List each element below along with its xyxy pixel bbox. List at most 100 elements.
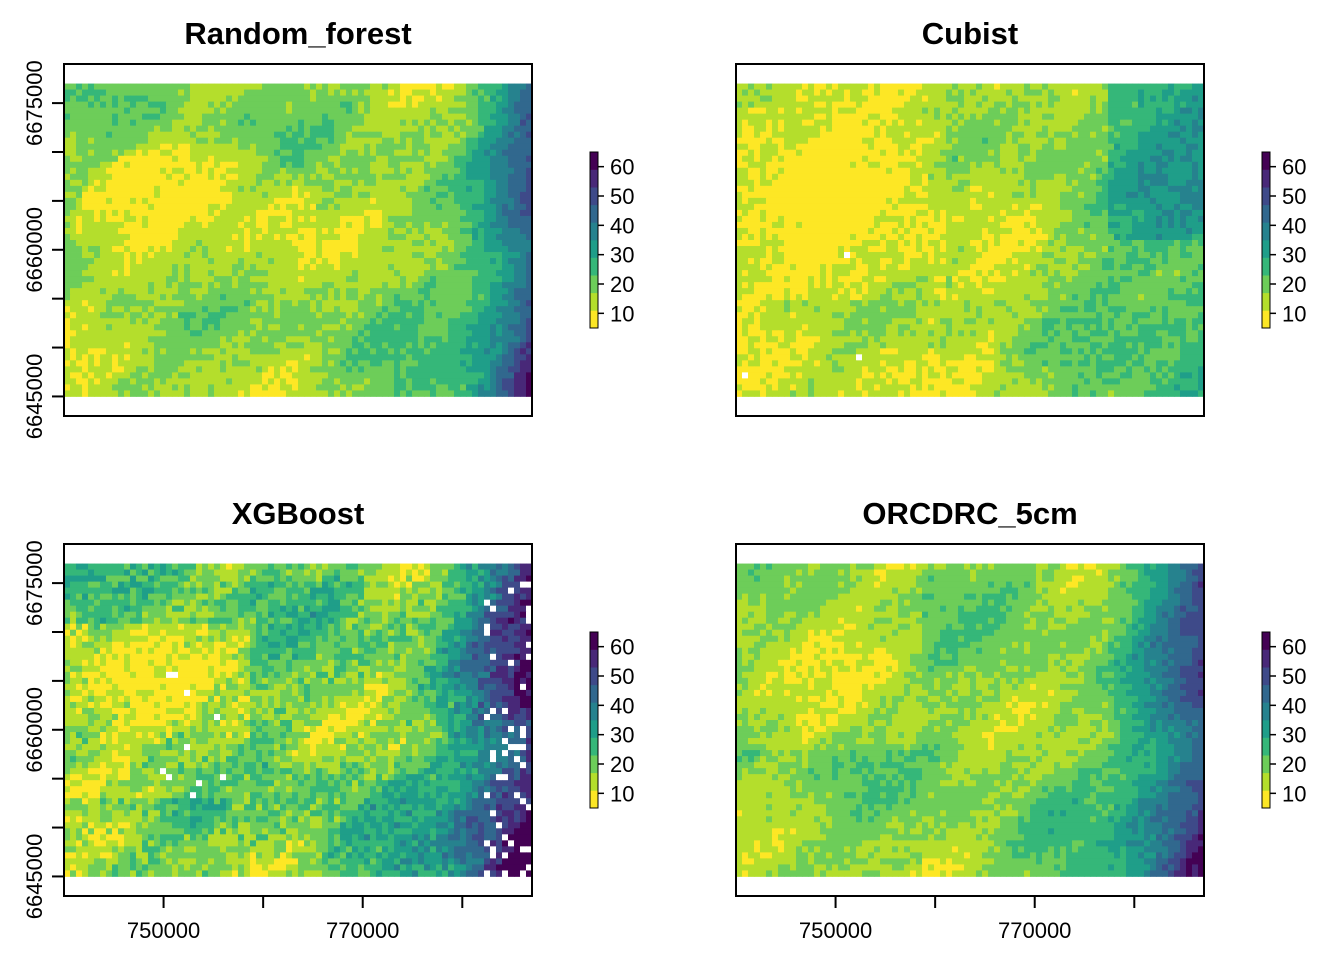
- raster-cell: [454, 83, 461, 90]
- raster-cell: [190, 240, 197, 247]
- raster-cell: [748, 137, 755, 145]
- raster-cell: [118, 215, 125, 223]
- raster-cell: [436, 270, 443, 277]
- raster-cell: [382, 101, 389, 109]
- raster-cell: [298, 113, 305, 121]
- raster-cell: [400, 203, 407, 211]
- raster-cell: [286, 276, 293, 283]
- raster-cell: [184, 336, 191, 343]
- raster-cell: [322, 306, 329, 313]
- raster-cell: [352, 366, 359, 373]
- raster-cell: [292, 288, 299, 295]
- raster-cell: [490, 89, 497, 96]
- raster-cell: [1072, 95, 1079, 103]
- raster-cell: [250, 155, 257, 163]
- raster-cell: [898, 125, 905, 133]
- raster-cell: [370, 119, 377, 127]
- raster-cell: [334, 137, 341, 145]
- raster-cell: [124, 161, 131, 169]
- raster-cell: [274, 143, 281, 151]
- raster-cell: [1036, 89, 1043, 96]
- raster-cell: [190, 300, 197, 307]
- raster-cell: [274, 209, 281, 217]
- raster-cell: [1066, 101, 1073, 109]
- raster-cell: [286, 221, 293, 229]
- raster-cell: [238, 173, 245, 181]
- raster-cell: [70, 227, 77, 235]
- raster-cell: [1024, 125, 1031, 133]
- raster-cell: [940, 143, 947, 151]
- raster-cell: [496, 384, 503, 391]
- raster-cell: [232, 306, 239, 313]
- raster-cell: [316, 324, 323, 331]
- raster-cell: [190, 258, 197, 265]
- raster-cell: [454, 342, 461, 349]
- raster-cell: [70, 215, 77, 223]
- raster-cell: [466, 149, 473, 157]
- raster-cell: [166, 89, 173, 96]
- raster-cell: [388, 215, 395, 223]
- raster-cell: [778, 113, 785, 121]
- raster-cell: [502, 384, 509, 391]
- raster-cell: [364, 107, 371, 115]
- raster-cell: [472, 348, 479, 355]
- raster-cell: [868, 119, 875, 127]
- raster-cell: [808, 95, 815, 103]
- raster-cell: [70, 221, 77, 229]
- raster-cell: [358, 348, 365, 355]
- raster-cell: [208, 191, 215, 199]
- raster-cell: [184, 149, 191, 157]
- raster-cell: [316, 131, 323, 139]
- raster-cell: [346, 191, 353, 199]
- raster-cell: [382, 258, 389, 265]
- raster-cell: [196, 270, 203, 277]
- raster-cell: [160, 258, 167, 265]
- raster-cell: [106, 390, 113, 397]
- raster-cell: [124, 372, 131, 379]
- raster-cell: [64, 227, 71, 235]
- raster-cell: [478, 221, 485, 229]
- raster-cell: [988, 95, 995, 103]
- raster-cell: [142, 203, 149, 211]
- raster-cell: [340, 372, 347, 379]
- raster-cell: [160, 240, 167, 247]
- raster-cell: [436, 119, 443, 127]
- raster-cell: [232, 324, 239, 331]
- raster-cell: [520, 240, 527, 247]
- raster-cell: [1054, 101, 1061, 109]
- raster-cell: [316, 89, 323, 96]
- raster-cell: [400, 179, 407, 187]
- raster-cell: [166, 131, 173, 139]
- raster-cell: [364, 167, 371, 175]
- raster-cell: [226, 185, 233, 193]
- raster-cell: [214, 252, 221, 259]
- raster-cell: [466, 354, 473, 361]
- raster-cell: [238, 143, 245, 151]
- raster-cell: [496, 83, 503, 90]
- raster-cell: [280, 240, 287, 247]
- raster-cell: [340, 131, 347, 139]
- raster-cell: [310, 390, 317, 397]
- raster-cell: [484, 288, 491, 295]
- raster-cell: [232, 384, 239, 391]
- raster-cell: [178, 246, 185, 253]
- raster-cell: [316, 179, 323, 187]
- raster-cell: [76, 149, 83, 157]
- raster-cell: [100, 306, 107, 313]
- raster-cell: [76, 119, 83, 127]
- raster-cell: [478, 119, 485, 127]
- raster-cell: [370, 252, 377, 259]
- raster-cell: [250, 167, 257, 175]
- raster-cell: [748, 113, 755, 121]
- raster-cell: [454, 107, 461, 115]
- raster-cell: [298, 215, 305, 223]
- raster-cell: [418, 384, 425, 391]
- raster-cell: [184, 240, 191, 247]
- raster-cell: [490, 270, 497, 277]
- raster-cell: [1120, 125, 1127, 133]
- raster-cell: [844, 113, 851, 121]
- raster-cell: [352, 227, 359, 235]
- raster-cell: [262, 131, 269, 139]
- raster-cell: [394, 167, 401, 175]
- raster-cell: [172, 113, 179, 121]
